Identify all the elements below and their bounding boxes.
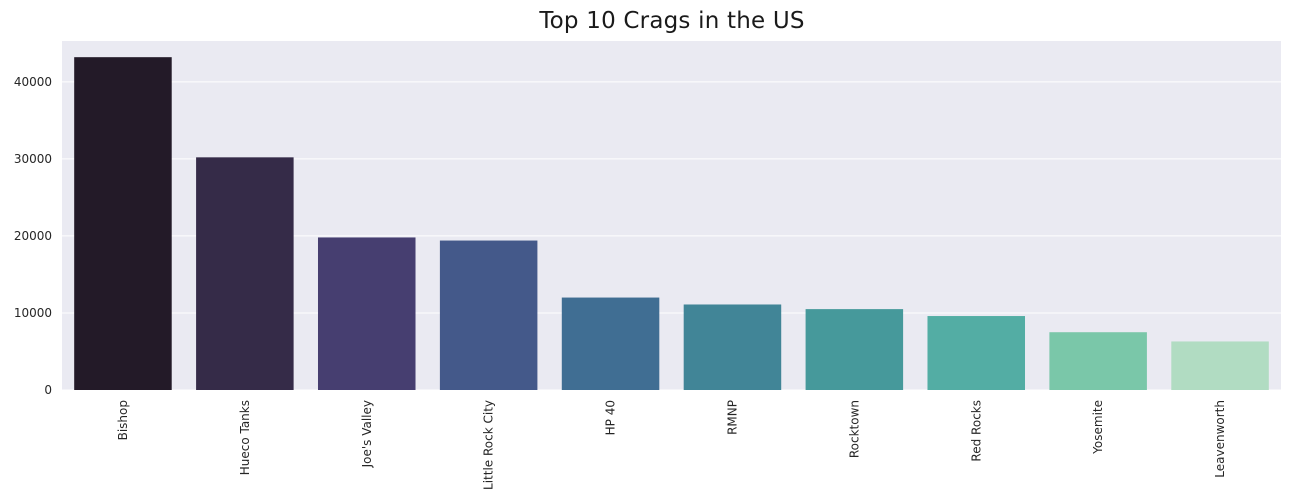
x-tick-label: RMNP <box>725 400 739 435</box>
bar <box>1171 341 1269 390</box>
x-tick-label: Rocktown <box>847 400 861 458</box>
bar <box>439 240 538 390</box>
bar <box>1049 332 1147 390</box>
y-tick-label: 30000 <box>14 152 52 166</box>
x-tick-label: Little Rock City <box>482 400 496 490</box>
bar <box>196 157 294 390</box>
y-axis-ticks: 0 10000 20000 30000 40000 <box>14 75 52 397</box>
x-axis-ticks: Bishop Hueco Tanks Joe's Valley Little Rock… <box>116 400 1227 490</box>
y-tick-label: 40000 <box>14 75 52 89</box>
x-tick-label: Joe's Valley <box>360 400 374 468</box>
y-tick-label: 20000 <box>14 229 52 243</box>
chart-title: Top 10 Crags in the US <box>539 8 805 34</box>
bars <box>74 57 1269 391</box>
bar <box>561 297 660 390</box>
x-tick-label: Red Rocks <box>969 400 983 462</box>
bar <box>927 316 1026 390</box>
y-tick-label: 10000 <box>14 306 52 320</box>
y-tick-label: 0 <box>44 383 52 397</box>
x-tick-label: Leavenworth <box>1213 400 1227 478</box>
x-tick-label: Bishop <box>116 400 130 440</box>
x-tick-label: Hueco Tanks <box>238 400 252 475</box>
bar <box>805 309 904 390</box>
bar <box>74 57 172 391</box>
x-tick-label: Yosemite <box>1091 400 1105 455</box>
bar <box>683 304 782 390</box>
bar <box>317 237 416 390</box>
x-tick-label: HP 40 <box>604 400 618 435</box>
